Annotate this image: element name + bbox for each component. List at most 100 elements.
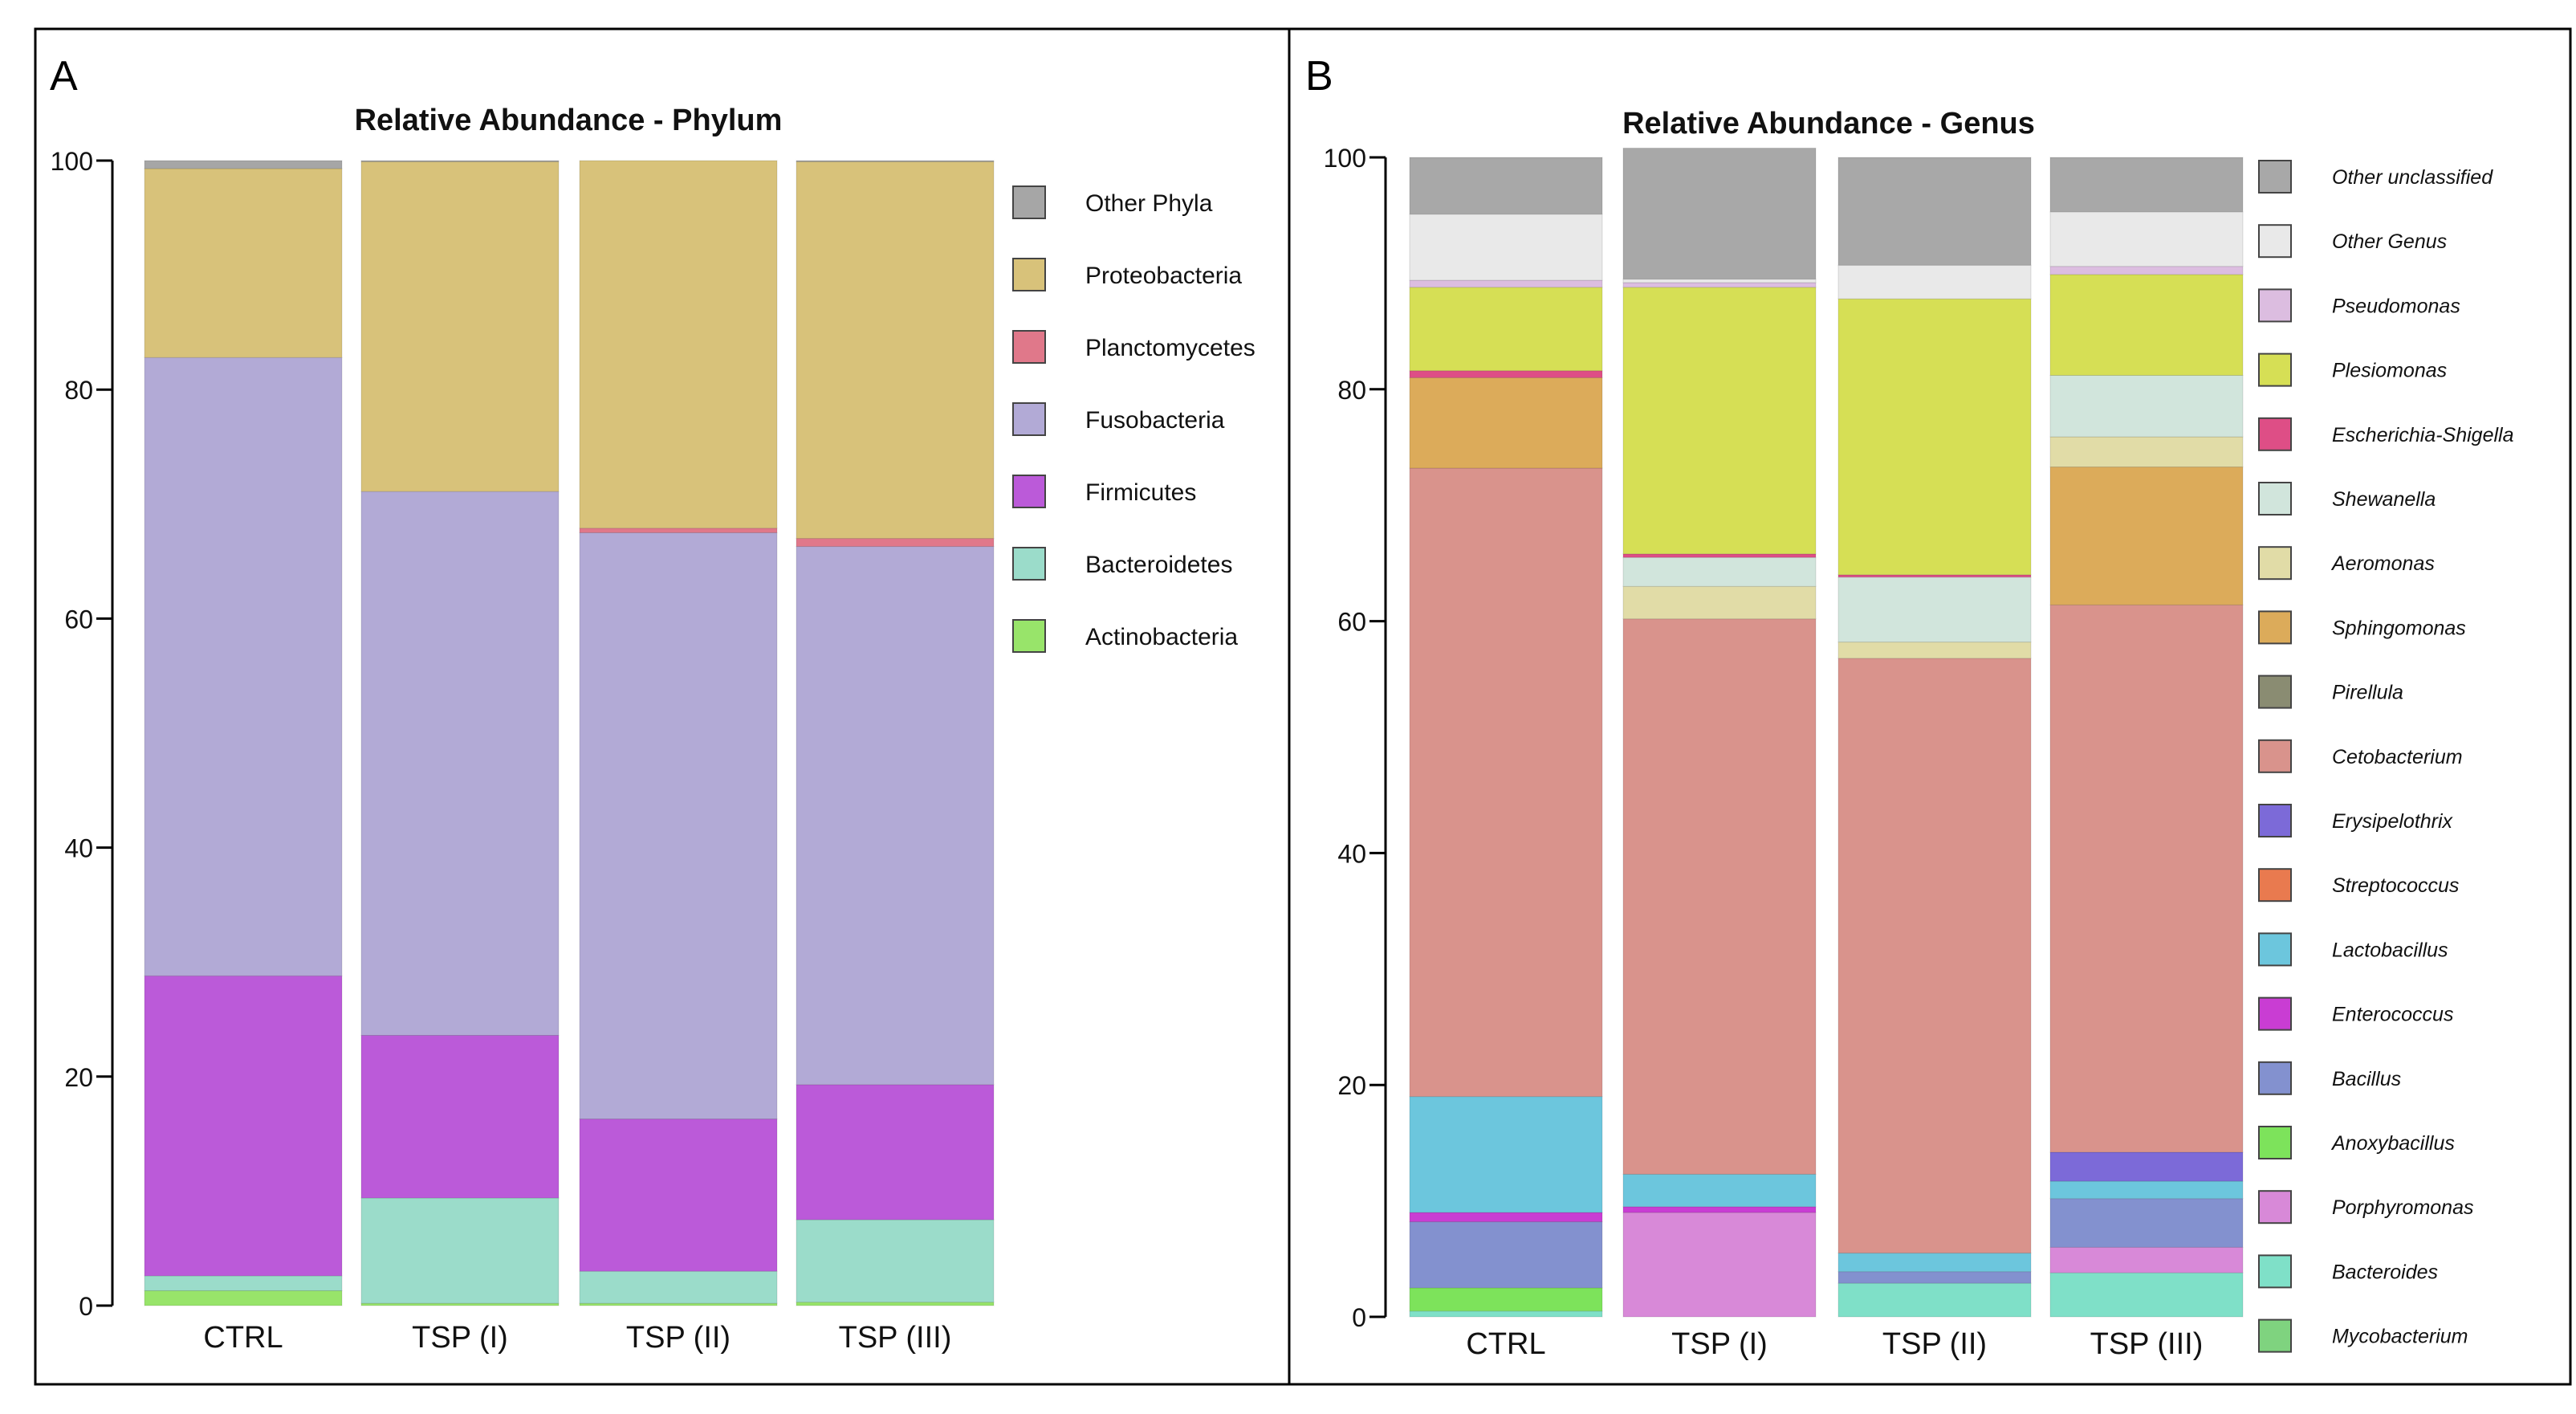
genus-legend-swatch xyxy=(2258,804,2292,837)
genus-segment-aeromonas xyxy=(1837,642,2032,659)
genus-y-tick-label: 60 xyxy=(1337,608,1366,637)
genus-legend-swatch xyxy=(2258,739,2292,773)
genus-y-tick-label: 40 xyxy=(1337,839,1366,868)
genus-legend-label: Shewanella xyxy=(2332,488,2436,511)
genus-segment-sphingomonas xyxy=(1409,377,1603,469)
genus-legend-label: Lactobacillus xyxy=(2332,939,2448,961)
genus-legend-label: Streptococcus xyxy=(2332,874,2459,897)
genus-segment-erysipelothrix xyxy=(2049,1151,2244,1182)
phylum-legend-swatch xyxy=(1012,258,1046,291)
genus-legend-item: Other Genus xyxy=(2258,224,2447,259)
genus-bar-tsp-iii xyxy=(2049,157,2244,1318)
phylum-chart: Relative Abundance - Phylum 0 20 40 60 80 100… xyxy=(51,104,1255,1355)
genus-y-axis: 0 20 40 60 80 100 xyxy=(1324,144,1387,1332)
genus-legend-label: Other Genus xyxy=(2332,230,2447,253)
phylum-segment-firmicutes xyxy=(144,975,343,1277)
panel-b-label: B xyxy=(1305,53,1333,100)
genus-legend-item: Porphyromonas xyxy=(2258,1190,2473,1225)
genus-segment-bacteroides xyxy=(1837,1282,2032,1318)
genus-legend-label: Sphingomonas xyxy=(2332,617,2466,639)
genus-legend-label: Erysipelothrix xyxy=(2332,810,2454,833)
genus-segment-other-unclassified xyxy=(1622,147,1817,280)
genus-legend-item: Lactobacillus xyxy=(2258,932,2448,967)
genus-y-tick-label: 20 xyxy=(1337,1071,1366,1100)
genus-segment-aeromonas xyxy=(2049,436,2244,468)
genus-segment-other-genus xyxy=(1837,264,2032,300)
phylum-y-tick-label: 0 xyxy=(79,1292,93,1321)
genus-segment-porphyromonas xyxy=(1622,1212,1817,1318)
genus-legend-item: Sphingomonas xyxy=(2258,610,2466,645)
phylum-legend-label: Planctomycetes xyxy=(1085,335,1255,361)
phylum-bar-tsp-ii xyxy=(579,160,778,1306)
phylum-segment-bacteroidetes xyxy=(144,1275,343,1291)
genus-segment-cetobacterium xyxy=(2049,604,2244,1153)
genus-legend-item: Aeromonas xyxy=(2258,546,2435,581)
genus-legend-swatch xyxy=(2258,1318,2292,1353)
genus-bar-ctrl xyxy=(1409,157,1603,1318)
genus-segment-escherichia-shigella xyxy=(1622,553,1817,558)
genus-y-tick-label: 0 xyxy=(1352,1303,1366,1332)
genus-bar-tsp-i xyxy=(1622,147,1817,1318)
phylum-y-tick-label: 100 xyxy=(51,147,93,176)
phylum-segment-planctomycetes xyxy=(579,528,778,533)
phylum-legend-label: Bacteroidetes xyxy=(1085,552,1232,578)
genus-segment-lactobacillus xyxy=(1409,1096,1603,1213)
phylum-segment-proteobacteria xyxy=(579,160,778,529)
phylum-segment-proteobacteria xyxy=(796,161,995,540)
genus-legend-label: Escherichia-Shigella xyxy=(2332,424,2514,446)
phylum-segment-other-phyla xyxy=(144,160,343,169)
genus-segment-enterococcus xyxy=(1409,1212,1603,1223)
genus-segment-escherichia-shigella xyxy=(1409,370,1603,378)
phylum-legend-label: Actinobacteria xyxy=(1085,624,1238,650)
phylum-legend: Other Phyla Proteobacteria Planctomycetes F… xyxy=(1012,185,1255,653)
genus-legend-label: Enterococcus xyxy=(2332,1004,2453,1026)
genus-legend-label: Bacillus xyxy=(2332,1068,2401,1090)
genus-legend-swatch xyxy=(2258,482,2292,515)
phylum-x-tick-label: TSP (III) xyxy=(839,1321,952,1355)
panel-a-label: A xyxy=(50,53,78,100)
genus-segment-other-unclassified xyxy=(2049,157,2244,213)
phylum-legend-item: Fusobacteria xyxy=(1012,402,1225,436)
genus-legend-item: Mycobacterium xyxy=(2258,1318,2468,1353)
genus-legend-swatch xyxy=(2258,868,2292,903)
phylum-bar-tsp-iii xyxy=(796,160,995,1306)
genus-legend-swatch xyxy=(2258,546,2292,581)
phylum-y-tick-label: 80 xyxy=(64,376,93,405)
phylum-legend-item: Bacteroidetes xyxy=(1012,547,1232,581)
phylum-segment-bacteroidetes xyxy=(796,1219,995,1303)
phylum-segment-actinobacteria xyxy=(144,1290,343,1306)
phylum-y-tick-label: 60 xyxy=(64,605,93,634)
genus-legend-item: Streptococcus xyxy=(2258,868,2459,903)
genus-legend-swatch xyxy=(2258,1126,2292,1159)
phylum-legend-label: Other Phyla xyxy=(1085,190,1213,217)
genus-legend-label: Porphyromonas xyxy=(2332,1196,2473,1219)
genus-legend-swatch xyxy=(2258,1190,2292,1225)
genus-legend-swatch xyxy=(2258,288,2292,323)
genus-legend-label: Cetobacterium xyxy=(2332,746,2463,768)
genus-segment-porphyromonas xyxy=(2049,1246,2244,1273)
genus-legend-label: Plesiomonas xyxy=(2332,360,2447,382)
genus-legend-item: Pseudomonas xyxy=(2258,288,2460,323)
genus-segment-sphingomonas xyxy=(2049,467,2244,605)
genus-segment-cetobacterium xyxy=(1622,618,1817,1175)
genus-segment-bacillus xyxy=(1409,1221,1603,1289)
genus-legend-item: Cetobacterium xyxy=(2258,739,2463,773)
genus-segment-pseudomonas xyxy=(2049,266,2244,275)
genus-segment-plesiomonas xyxy=(1837,298,2032,576)
genus-segment-enterococcus xyxy=(1622,1206,1817,1213)
phylum-legend-item: Planctomycetes xyxy=(1012,330,1255,364)
phylum-legend-label: Firmicutes xyxy=(1085,479,1196,506)
phylum-segment-fusobacteria xyxy=(144,357,343,976)
genus-segment-aeromonas xyxy=(1622,585,1817,620)
genus-legend-label: Pirellula xyxy=(2332,682,2403,704)
genus-segment-pseudomonas xyxy=(1409,279,1603,288)
phylum-segment-bacteroidetes xyxy=(579,1270,778,1304)
phylum-legend-swatch xyxy=(1012,402,1046,436)
genus-chart-title: Relative Abundance - Genus xyxy=(1622,107,2035,141)
genus-segment-other-genus xyxy=(2049,211,2244,267)
genus-segment-other-unclassified xyxy=(1409,157,1603,215)
phylum-legend-label: Fusobacteria xyxy=(1085,407,1225,434)
phylum-segment-actinobacteria xyxy=(796,1302,995,1306)
genus-legend-swatch xyxy=(2258,932,2292,967)
genus-segment-bacteroides xyxy=(1409,1310,1603,1318)
